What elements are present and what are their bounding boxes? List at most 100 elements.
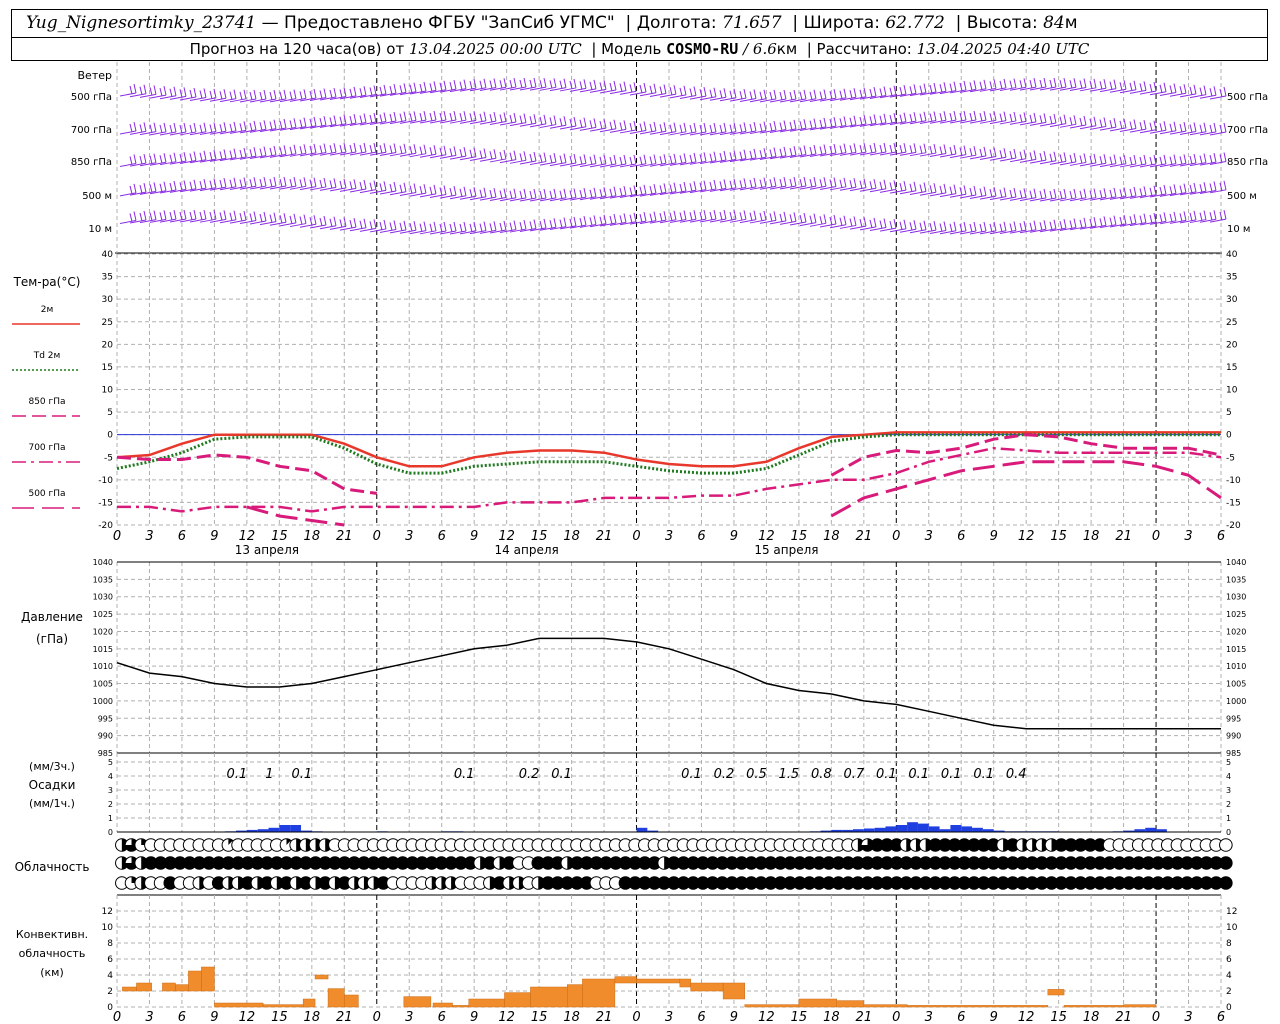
wind-barb-flag (169, 212, 173, 221)
time-tick-label: 18 (823, 529, 840, 544)
wind-barb-staff (689, 160, 707, 165)
conv-cloud-bar (798, 998, 838, 1008)
wind-barb-staff (509, 122, 527, 127)
wind-barb-staff (159, 161, 177, 166)
wind-barb-staff (239, 185, 257, 190)
wind-barb-flag (499, 151, 503, 161)
wind-barb-flag (643, 184, 647, 194)
wind-barb-flag (749, 150, 753, 160)
wind-barb-flag (403, 83, 407, 93)
wind-barb-staff (399, 152, 417, 157)
calc-label: Рассчитано: (816, 40, 912, 58)
wind-barb-flag (323, 143, 327, 153)
wind-barb-flag (513, 220, 517, 230)
wind-barb-flag (543, 78, 547, 88)
wind-barb-flag (759, 212, 763, 222)
y-tick-label-left: 30 (102, 295, 114, 305)
wind-barb-flag (383, 143, 387, 153)
wind-barb-staff (809, 97, 827, 102)
precip-bar (1156, 829, 1167, 832)
wind-barb-flag (263, 176, 267, 187)
wind-barb-flag (273, 119, 277, 129)
wind-barb-staff (1089, 196, 1107, 201)
wind-barb-flag (279, 147, 283, 156)
wind-barb-staff (279, 222, 297, 227)
wind-barb-flag (373, 142, 377, 153)
wind-barb-flag (919, 184, 923, 193)
wind-barb-flag (923, 182, 927, 192)
wind-barb-staff (899, 228, 917, 233)
wind-barb-staff (769, 155, 787, 160)
wind-barb-flag (989, 81, 993, 90)
wind-barb-flag (533, 188, 537, 199)
wind-barb-flag (463, 79, 467, 89)
precip-3h-label: 1 (265, 767, 273, 782)
wind-barb-flag (149, 184, 153, 193)
temp-series-line (116, 433, 1221, 475)
wind-barb-flag (1069, 220, 1073, 229)
wind-barb-flag (143, 122, 147, 132)
wind-barb-flag (743, 149, 747, 159)
wind-barb-flag (1149, 156, 1153, 166)
precip-bar (896, 825, 908, 832)
wind-barb-flag (709, 211, 713, 221)
wind-barb-staff (379, 228, 397, 233)
wind-barb-staff (129, 162, 147, 167)
wind-barb-staff (419, 193, 437, 198)
wind-barb-staff (879, 94, 897, 99)
wind-barb-flag (433, 145, 437, 155)
wind-barb-flag (659, 213, 663, 222)
wind-barb-staff (1129, 163, 1147, 168)
wind-barb-staff (299, 186, 317, 191)
wind-barb-staff (859, 187, 877, 192)
wind-barb-flag (933, 82, 937, 93)
wind-barb-flag (419, 223, 423, 232)
conv-cloud-bar (530, 986, 568, 1008)
wind-barb-staff (1009, 158, 1027, 163)
wind-barb-flag (579, 190, 583, 199)
wind-barb-flag (623, 213, 627, 223)
wind-barb-staff (889, 151, 907, 156)
conv-cloud-bar (403, 996, 432, 1008)
wind-barb-flag (343, 178, 347, 188)
wind-barb-flag (633, 212, 637, 222)
wind-barb-staff (619, 193, 637, 198)
y-tick-label-right: 1025 (1226, 610, 1246, 619)
wind-barb-staff (1149, 163, 1167, 168)
wind-barb-flag (869, 219, 873, 228)
wind-barb-flag (923, 111, 927, 121)
wind-barb-flag (709, 89, 713, 98)
wind-barb-flag (509, 79, 513, 89)
wind-barb-flag (1009, 80, 1013, 89)
wind-barb-flag (183, 180, 187, 190)
wind-barb-staff (549, 124, 567, 129)
wind-barb-flag (683, 122, 687, 132)
wind-barb-flag (1129, 188, 1133, 198)
wind-barb-staff (929, 192, 947, 197)
wind-barb-flag (653, 83, 657, 93)
wind-barb-flag (793, 212, 797, 222)
wind-barb-flag (699, 124, 703, 134)
wind-barb-flag (283, 145, 287, 155)
wind-barb-staff (969, 155, 987, 160)
wind-barb-flag (159, 124, 163, 133)
wind-barb-flag (839, 179, 843, 188)
wind-barb-staff (639, 130, 657, 135)
wind-barb-flag (849, 117, 853, 126)
wind-barb-flag (423, 184, 427, 194)
wind-barb-staff (799, 222, 817, 227)
wind-barb-staff (359, 151, 377, 156)
wind-barb-flag (419, 83, 423, 93)
wind-barb-flag (929, 223, 933, 232)
wind-barb-flag (1033, 220, 1037, 230)
wind-barb-staff (569, 162, 587, 167)
wind-barb-staff (659, 219, 677, 224)
wind-barb-flag (719, 124, 723, 133)
wind-barb-flag (363, 142, 367, 153)
time-tick-label: 15 (271, 1010, 288, 1024)
wind-barb-flag (973, 80, 977, 90)
time-tick-label: 18 (1083, 529, 1100, 544)
conv-cloud-bar (302, 998, 316, 1008)
wind-barb-staff (719, 97, 737, 102)
wind-barb-flag (1179, 213, 1183, 222)
